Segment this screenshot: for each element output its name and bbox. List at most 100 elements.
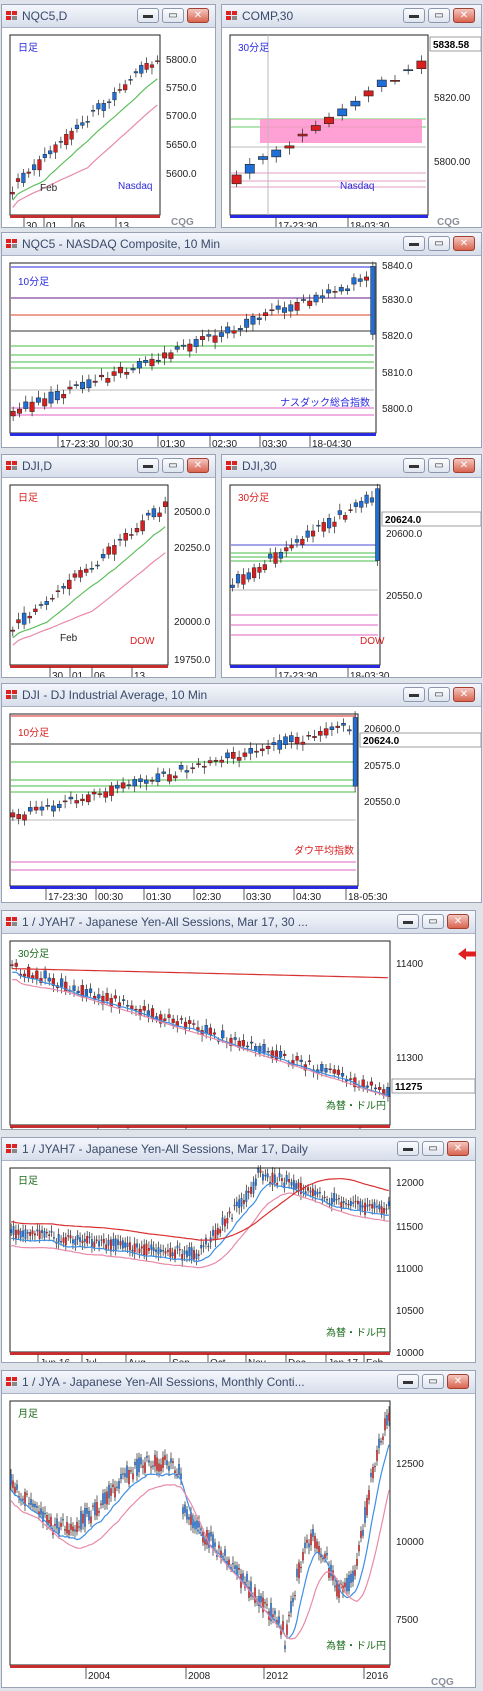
chart-area[interactable]: 30分足 Nasdaq 5820.00 5800.00 5838.58 17-23:30 1…	[222, 27, 482, 228]
title-bar[interactable]: DJI - DJ Industrial Average, 10 Min ▬ ▭ ✕	[2, 684, 481, 707]
candle	[292, 1174, 295, 1195]
restore-button[interactable]: ▭	[422, 1374, 444, 1389]
x-axis-strip	[10, 433, 376, 436]
candle	[245, 1184, 248, 1208]
candle	[252, 1176, 255, 1198]
candle	[318, 726, 323, 742]
candle	[74, 118, 80, 133]
x-tick-label: 03:30	[246, 892, 271, 903]
minimize-button[interactable]: ▬	[403, 458, 425, 473]
candle	[26, 1229, 29, 1240]
chart-window-nqc5-daily[interactable]: NQC5,D ▬ ▭ ✕ 日足 Nasdaq 5800.0 5750.0 5700.0 5650.…	[1, 4, 216, 228]
candle	[164, 1449, 166, 1466]
chart-area[interactable]: 30分足為替・ドル円11400113001127516-22:2004:2017…	[2, 933, 476, 1130]
candle	[64, 129, 69, 150]
restore-button[interactable]: ▭	[428, 687, 450, 702]
candle	[167, 768, 172, 785]
close-button[interactable]: ✕	[453, 236, 475, 251]
candle	[130, 363, 136, 374]
candle	[133, 1237, 136, 1260]
title-bar[interactable]: NQC5 - NASDAQ Composite, 10 Min ▬ ▭ ✕	[2, 233, 481, 256]
candle	[213, 757, 219, 766]
candle	[174, 1466, 176, 1479]
title-bar[interactable]: 1 / JYAH7 - Japanese Yen-All Sessions, M…	[2, 1138, 475, 1161]
minimize-button[interactable]: ▬	[137, 8, 159, 23]
minimize-button[interactable]: ▬	[403, 687, 425, 702]
chart-window-dji-30min[interactable]: DJI,30 ▬ ▭ ✕ 30分足 DOW 20600.0 20550.0 20624.0 17-…	[221, 454, 482, 678]
chart-window-nqc5-10min[interactable]: NQC5 - NASDAQ Composite, 10 Min ▬ ▭ ✕ 10分足 ナス…	[1, 232, 482, 448]
candle	[67, 1229, 70, 1241]
candle	[48, 145, 53, 159]
restore-button[interactable]: ▭	[428, 458, 450, 473]
chart-window-jya-monthly[interactable]: 1 / JYA - Japanese Yen-All Sessions, Mon…	[1, 1370, 476, 1688]
candle	[271, 146, 282, 163]
candle	[105, 1238, 108, 1254]
chart-window-dji-10min[interactable]: DJI - DJ Industrial Average, 10 Min ▬ ▭ ✕ 10…	[1, 683, 482, 903]
candle	[117, 533, 123, 547]
title-bar[interactable]: DJI,D ▬ ▭ ✕	[2, 455, 215, 478]
candle	[132, 1466, 134, 1483]
close-button[interactable]: ✕	[453, 687, 475, 702]
candle	[360, 1526, 362, 1543]
close-button[interactable]: ✕	[187, 458, 209, 473]
restore-button[interactable]: ▭	[428, 8, 450, 23]
title-bar[interactable]: DJI,30 ▬ ▭ ✕	[222, 455, 481, 478]
x-tick-label: Jun 16	[40, 1358, 70, 1363]
chart-window-jyah7-30min[interactable]: 1 / JYAH7 - Japanese Yen-All Sessions, M…	[1, 910, 476, 1130]
candle	[126, 1460, 128, 1483]
minimize-button[interactable]: ▬	[397, 914, 419, 929]
close-button[interactable]: ✕	[447, 1141, 469, 1156]
candle	[168, 1461, 170, 1477]
candle	[45, 798, 50, 811]
chart-area[interactable]: 30分足 DOW 20600.0 20550.0 20624.0 17-23:30 18-0…	[222, 477, 482, 678]
candle	[38, 1224, 41, 1243]
candle	[300, 735, 306, 751]
chart-window-comp-30min[interactable]: COMP,30 ▬ ▭ ✕ 30分足 Nasdaq 5820.00 5800.00 5838.5…	[221, 4, 482, 228]
candle	[43, 1227, 46, 1242]
minimize-button[interactable]: ▬	[397, 1374, 419, 1389]
candle	[140, 1240, 143, 1255]
title-bar[interactable]: COMP,30 ▬ ▭ ✕	[222, 5, 481, 28]
candle	[243, 1193, 245, 1210]
chart-window-dji-daily[interactable]: DJI,D ▬ ▭ ✕ 日足 DOW 20500.0 20250.0 20000.0 19750.…	[1, 454, 216, 678]
restore-button[interactable]: ▭	[422, 1141, 444, 1156]
chart-window-jyah7-daily[interactable]: 1 / JYAH7 - Japanese Yen-All Sessions, M…	[1, 1137, 476, 1363]
candle	[144, 57, 149, 73]
candle	[278, 548, 283, 563]
arrow-left-icon[interactable]	[458, 948, 476, 960]
restore-button[interactable]: ▭	[428, 236, 450, 251]
minimize-button[interactable]: ▬	[403, 8, 425, 23]
title-bar[interactable]: NQC5,D ▬ ▭ ✕	[2, 5, 215, 28]
title-bar[interactable]: 1 / JYAH7 - Japanese Yen-All Sessions, M…	[2, 911, 475, 934]
close-button[interactable]: ✕	[453, 8, 475, 23]
minimize-button[interactable]: ▬	[397, 1141, 419, 1156]
candle	[335, 721, 340, 734]
chart-area[interactable]: 日足 DOW 20500.0 20250.0 20000.0 19750.0 30 01 06 1…	[2, 477, 216, 678]
close-button[interactable]: ✕	[447, 914, 469, 929]
title-bar[interactable]: 1 / JYA - Japanese Yen-All Sessions, Mon…	[2, 1371, 475, 1394]
chart-area[interactable]: 日足 Nasdaq 5800.0 5750.0 5700.0 5650.0 5600.0 30…	[2, 27, 216, 228]
candle	[356, 1552, 358, 1570]
close-button[interactable]: ✕	[453, 458, 475, 473]
candle	[247, 1186, 250, 1200]
candle	[252, 563, 257, 582]
window-title: DJI,30	[242, 459, 277, 473]
candle	[305, 524, 310, 542]
brand-label: CQG	[431, 1677, 454, 1688]
candle	[284, 540, 289, 557]
minimize-button[interactable]: ▬	[403, 236, 425, 251]
restore-button[interactable]: ▭	[422, 914, 444, 929]
restore-button[interactable]: ▭	[162, 458, 184, 473]
candle	[10, 626, 16, 637]
candle	[225, 749, 230, 764]
candle	[116, 1481, 118, 1492]
candle	[36, 1223, 39, 1236]
close-button[interactable]: ✕	[187, 8, 209, 23]
minimize-button[interactable]: ▬	[137, 458, 159, 473]
close-button[interactable]: ✕	[447, 1374, 469, 1389]
restore-button[interactable]: ▭	[162, 8, 184, 23]
